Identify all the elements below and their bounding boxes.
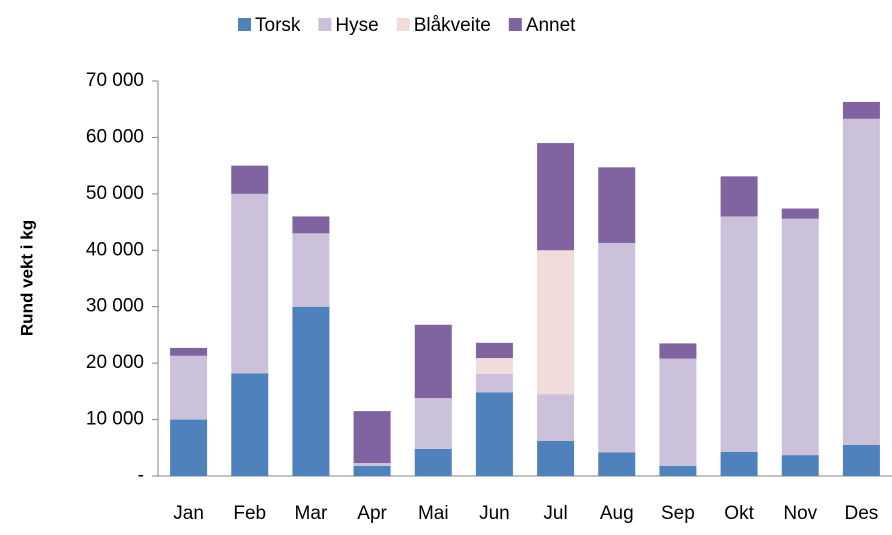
- bar-segment: [170, 347, 208, 356]
- bar-segment: [292, 233, 330, 307]
- bar-segment: [598, 452, 636, 476]
- bar-segment: [475, 358, 513, 374]
- y-tick-label: 50 000: [86, 183, 144, 204]
- y-tick-label: 10 000: [86, 409, 144, 430]
- bar-segment: [170, 419, 208, 476]
- bar-segment: [537, 394, 575, 442]
- bar-segment: [659, 465, 697, 476]
- bar-segment: [720, 216, 758, 452]
- x-tick-label: Mar: [295, 503, 328, 524]
- legend-label: Torsk: [255, 15, 301, 36]
- bar-segment: [720, 176, 758, 217]
- bar-segment: [842, 101, 880, 119]
- bar-segment: [292, 216, 330, 234]
- legend-label: Hyse: [335, 15, 378, 36]
- bar-segment: [414, 448, 452, 476]
- x-tick-label: Jun: [479, 503, 510, 524]
- bar-segment: [781, 455, 819, 476]
- bar-segment: [842, 118, 880, 445]
- y-tick-label: 30 000: [86, 296, 144, 317]
- bar-segment: [598, 167, 636, 243]
- legend-swatch: [318, 18, 332, 31]
- x-tick-label: Okt: [724, 503, 754, 524]
- bar-segment: [353, 465, 391, 476]
- bar-segment: [537, 441, 575, 476]
- bar-segment: [720, 451, 758, 476]
- bar-segment: [781, 208, 819, 219]
- bar-segment: [414, 324, 452, 399]
- bar-segment: [781, 218, 819, 456]
- x-tick-label: Sep: [661, 503, 695, 524]
- y-tick-label: 40 000: [86, 239, 144, 260]
- y-tick-label: 70 000: [86, 70, 144, 91]
- x-tick-label: Jan: [173, 503, 204, 524]
- bar-segment: [414, 398, 452, 449]
- x-tick-label: Mai: [418, 503, 449, 524]
- bar-segment: [353, 463, 391, 466]
- bar-segment: [475, 342, 513, 359]
- legend-swatch: [396, 18, 410, 31]
- x-tick-label: Nov: [783, 503, 817, 524]
- bar-segment: [842, 444, 880, 476]
- bar-segment: [292, 306, 330, 476]
- bar-segment: [231, 193, 269, 374]
- x-tick-label: Jul: [543, 503, 567, 524]
- x-tick-label: Des: [845, 503, 879, 524]
- bar-segment: [353, 411, 391, 464]
- bar-segment: [598, 242, 636, 453]
- legend-swatch: [508, 18, 522, 31]
- legend-label: Blåkveite: [414, 15, 491, 36]
- legend-label: Annet: [526, 15, 576, 36]
- bar-segment: [537, 143, 575, 251]
- y-tick-label: 60 000: [86, 126, 144, 147]
- x-tick-label: Aug: [600, 503, 634, 524]
- bar-segment: [170, 355, 208, 420]
- y-axis-label: Rund vekt i kg: [17, 220, 36, 336]
- y-tick-label: -: [138, 465, 144, 486]
- bar-segment: [231, 373, 269, 476]
- bar-segment: [475, 392, 513, 476]
- bar-segment: [659, 358, 697, 466]
- y-tick-label: 20 000: [86, 352, 144, 373]
- bar-segment: [475, 373, 513, 393]
- legend-swatch: [238, 18, 251, 31]
- x-tick-label: Apr: [357, 503, 387, 524]
- bar-segment: [537, 250, 575, 395]
- bar-segment: [659, 343, 697, 359]
- x-tick-label: Feb: [233, 503, 266, 524]
- bar-segment: [231, 165, 269, 194]
